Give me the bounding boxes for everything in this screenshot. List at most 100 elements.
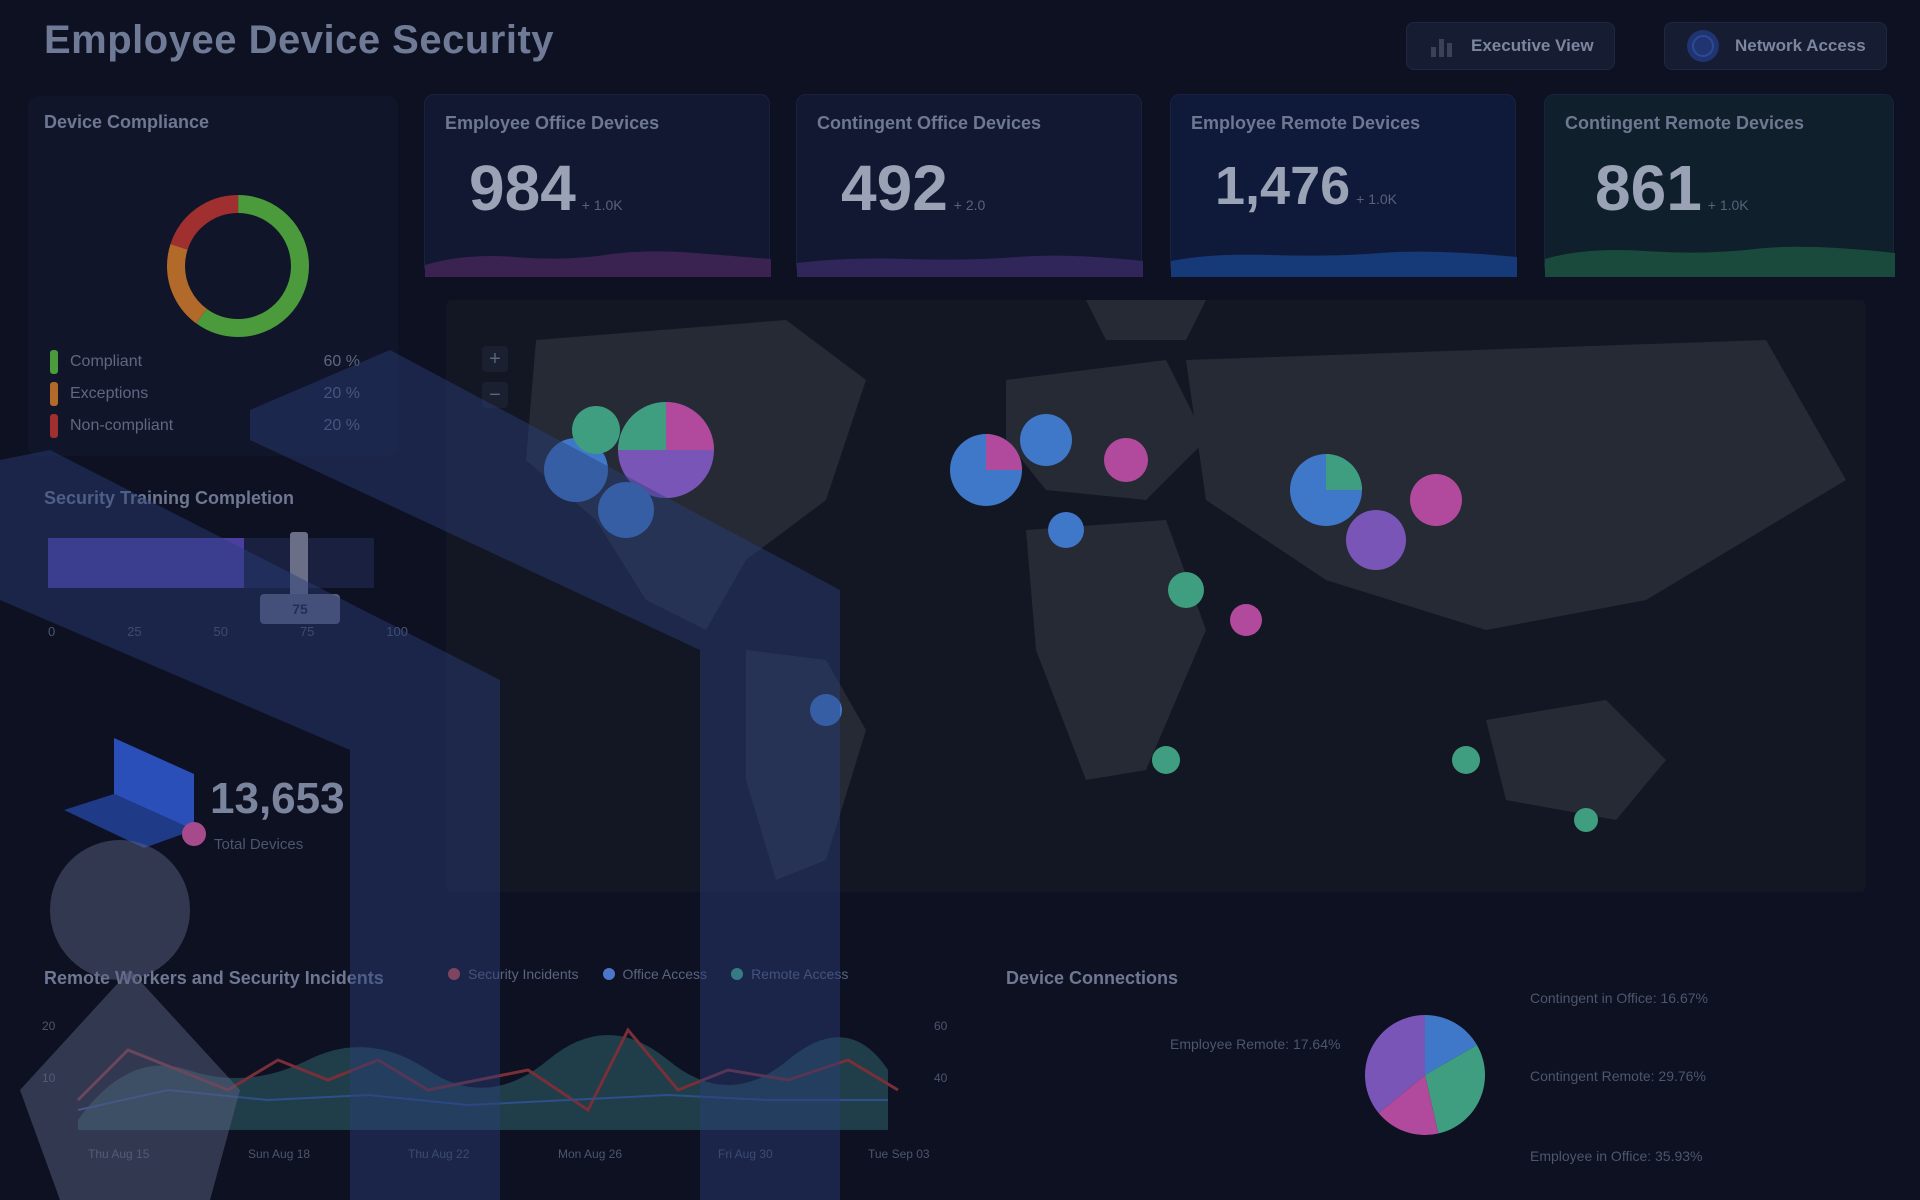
pie-slice-contingent-remote[interactable] xyxy=(1425,1045,1485,1134)
map-bubble[interactable] xyxy=(1346,510,1406,570)
map-bubble[interactable] xyxy=(1230,604,1262,636)
map-bubble[interactable] xyxy=(544,438,608,502)
connections-panel: Device Connections Contingent in Office:… xyxy=(990,960,1890,1180)
connections-label: Employee Remote: 17.64% xyxy=(1170,1036,1341,1052)
kpi-unit: + 1.0K xyxy=(581,197,623,213)
map-bubble[interactable] xyxy=(1168,572,1204,608)
kpi-title: Contingent Remote Devices xyxy=(1565,113,1805,133)
ring-segment-non-compliant xyxy=(167,195,309,337)
remote-chart-panel: Remote Workers and Security Incidents Se… xyxy=(28,960,958,1180)
connections-label: Contingent in Office: 16.67% xyxy=(1530,990,1708,1006)
map-bubble[interactable] xyxy=(1152,746,1180,774)
pie-slice-contingent-office[interactable] xyxy=(1425,1015,1477,1075)
y-left-tick: 20 xyxy=(42,1019,56,1033)
kpi-value: 492 xyxy=(841,152,948,224)
map-bubble[interactable] xyxy=(1020,414,1072,466)
tick-label: 0 xyxy=(48,624,56,639)
compliance-ring xyxy=(167,195,309,337)
kpi-card-contingent-remote[interactable]: Contingent Remote Devices 861 + 1.0K xyxy=(1544,94,1895,277)
total-devices-panel: 13,653 Total Devices xyxy=(40,720,400,880)
kpi-card-contingent-office[interactable]: Contingent Office Devices 492 + 2.0 xyxy=(796,94,1143,277)
pie-slice-employee-office[interactable] xyxy=(1365,1015,1425,1114)
legend-dot xyxy=(731,968,744,980)
continent-greenland xyxy=(1086,300,1206,340)
map-bubble[interactable] xyxy=(810,694,842,726)
kpi-sparkline xyxy=(1171,251,1517,277)
continent-australia xyxy=(1486,700,1666,820)
map-zoom-out-button[interactable]: − xyxy=(482,382,508,408)
kpi-value: 1,476 xyxy=(1215,156,1351,216)
kpi-value-row: 984 + 1.0K xyxy=(469,151,623,225)
kpi-sparkline xyxy=(425,251,771,277)
total-devices-value: 13,653 xyxy=(210,774,345,823)
map-bubble[interactable] xyxy=(1410,474,1462,526)
continent-asia xyxy=(1186,340,1846,630)
page-title: Employee Device Security xyxy=(44,18,555,62)
x-tick: Thu Aug 22 xyxy=(408,1147,470,1161)
kpi-sparkline xyxy=(1545,246,1895,277)
executive-view-label: Executive View xyxy=(1471,36,1594,55)
map-zoom-in-button[interactable]: + xyxy=(482,346,508,372)
legend-label: Security Incidents xyxy=(468,966,579,982)
legend-value: 20 % xyxy=(323,417,360,434)
world-map[interactable]: + − xyxy=(446,300,1866,892)
compliance-title: Device Compliance xyxy=(44,112,210,132)
continent-europe xyxy=(1006,360,1206,500)
tick-label: 75 xyxy=(299,624,315,639)
tick-label: 25 xyxy=(127,624,142,639)
x-tick: Mon Aug 26 xyxy=(558,1147,622,1161)
legend-label: Remote Access xyxy=(751,966,849,982)
tick-label: 100 xyxy=(386,624,408,639)
map-bubble[interactable] xyxy=(1048,512,1084,548)
legend-chip[interactable]: Security Incidents xyxy=(448,966,579,982)
kpi-title: Employee Remote Devices xyxy=(1191,113,1421,133)
x-tick: Fri Aug 30 xyxy=(718,1147,773,1161)
compliance-legend: Compliant 60 % Exceptions 20 % Non-compl… xyxy=(50,346,360,442)
kpi-card-employee-remote[interactable]: Employee Remote Devices 1,476 + 1.0K xyxy=(1170,94,1517,277)
legend-label: Office Access xyxy=(622,966,708,982)
pie-slice-employee-remote[interactable] xyxy=(1378,1075,1439,1135)
connections-label: Employee in Office: 35.93% xyxy=(1530,1148,1703,1164)
network-access-button[interactable]: Network Access xyxy=(1664,22,1887,70)
training-marker-label: 75 xyxy=(260,594,340,624)
legend-chip[interactable]: Remote Access xyxy=(731,966,848,982)
map-bubble[interactable] xyxy=(1452,746,1480,774)
y-right-tick: 40 xyxy=(934,1071,948,1085)
kpi-title: Contingent Office Devices xyxy=(817,113,1042,133)
map-canvas xyxy=(526,300,1846,880)
kpi-card-employee-office[interactable]: Employee Office Devices 984 + 1.0K xyxy=(424,94,771,277)
training-title: Security Training Completion xyxy=(44,488,295,508)
y-right-tick: 60 xyxy=(934,1019,948,1033)
connections-label: Contingent Remote: 29.76% xyxy=(1530,1068,1706,1084)
map-bubble[interactable] xyxy=(572,406,620,454)
network-access-label: Network Access xyxy=(1735,36,1866,55)
legend-label: Exceptions xyxy=(70,385,149,402)
legend-dot xyxy=(448,968,460,980)
x-tick: Sun Aug 18 xyxy=(248,1147,310,1161)
kpi-value-row: 1,476 + 1.0K xyxy=(1215,155,1397,217)
kpi-value-row: 492 + 2.0 xyxy=(841,151,985,225)
executive-view-button[interactable]: Executive View xyxy=(1406,22,1615,70)
kpi-unit: + 1.0K xyxy=(1707,197,1749,213)
chart-icon xyxy=(1431,39,1452,57)
training-panel: Security Training Completion 75 0 25 50 … xyxy=(28,480,408,650)
tick-label: 50 xyxy=(213,624,228,639)
kpi-title: Employee Office Devices xyxy=(445,113,660,133)
map-bubble[interactable] xyxy=(1574,808,1598,832)
training-marker[interactable]: 75 xyxy=(260,532,340,624)
kpi-value: 861 xyxy=(1595,152,1702,224)
connections-title: Device Connections xyxy=(1006,968,1179,988)
remote-chart-legend: Security Incidents Office Access Remote … xyxy=(448,966,848,982)
training-ticks: 0 25 50 75 100 xyxy=(48,624,408,639)
legend-chip[interactable]: Office Access xyxy=(602,966,708,982)
legend-swatch xyxy=(50,414,58,438)
legend-value: 60 % xyxy=(323,353,360,370)
globe-icon xyxy=(1687,30,1719,62)
ring-segment-compliant xyxy=(167,195,309,337)
map-bubble[interactable] xyxy=(1104,438,1148,482)
kpi-value-row: 861 + 1.0K xyxy=(1595,151,1749,225)
x-tick: Thu Aug 15 xyxy=(88,1147,150,1161)
map-bubble[interactable] xyxy=(598,482,654,538)
legend-swatch xyxy=(50,382,58,406)
map-bubble-slice xyxy=(986,434,1022,470)
